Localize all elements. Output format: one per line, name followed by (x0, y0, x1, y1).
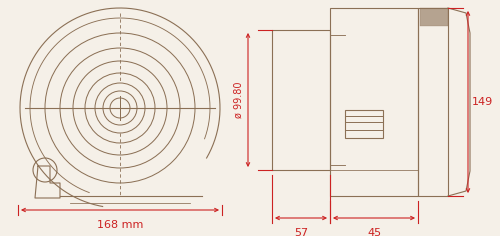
Bar (345, 110, 383, 138)
Text: 149: 149 (472, 97, 493, 107)
Bar (420, 8, 448, 26)
Bar (418, 8, 448, 196)
Bar (272, 30, 330, 170)
Text: 45: 45 (367, 228, 381, 236)
Bar (330, 8, 418, 196)
Text: 57: 57 (294, 228, 308, 236)
Text: ø 99.80: ø 99.80 (234, 82, 244, 118)
Text: 168 mm: 168 mm (97, 220, 143, 230)
